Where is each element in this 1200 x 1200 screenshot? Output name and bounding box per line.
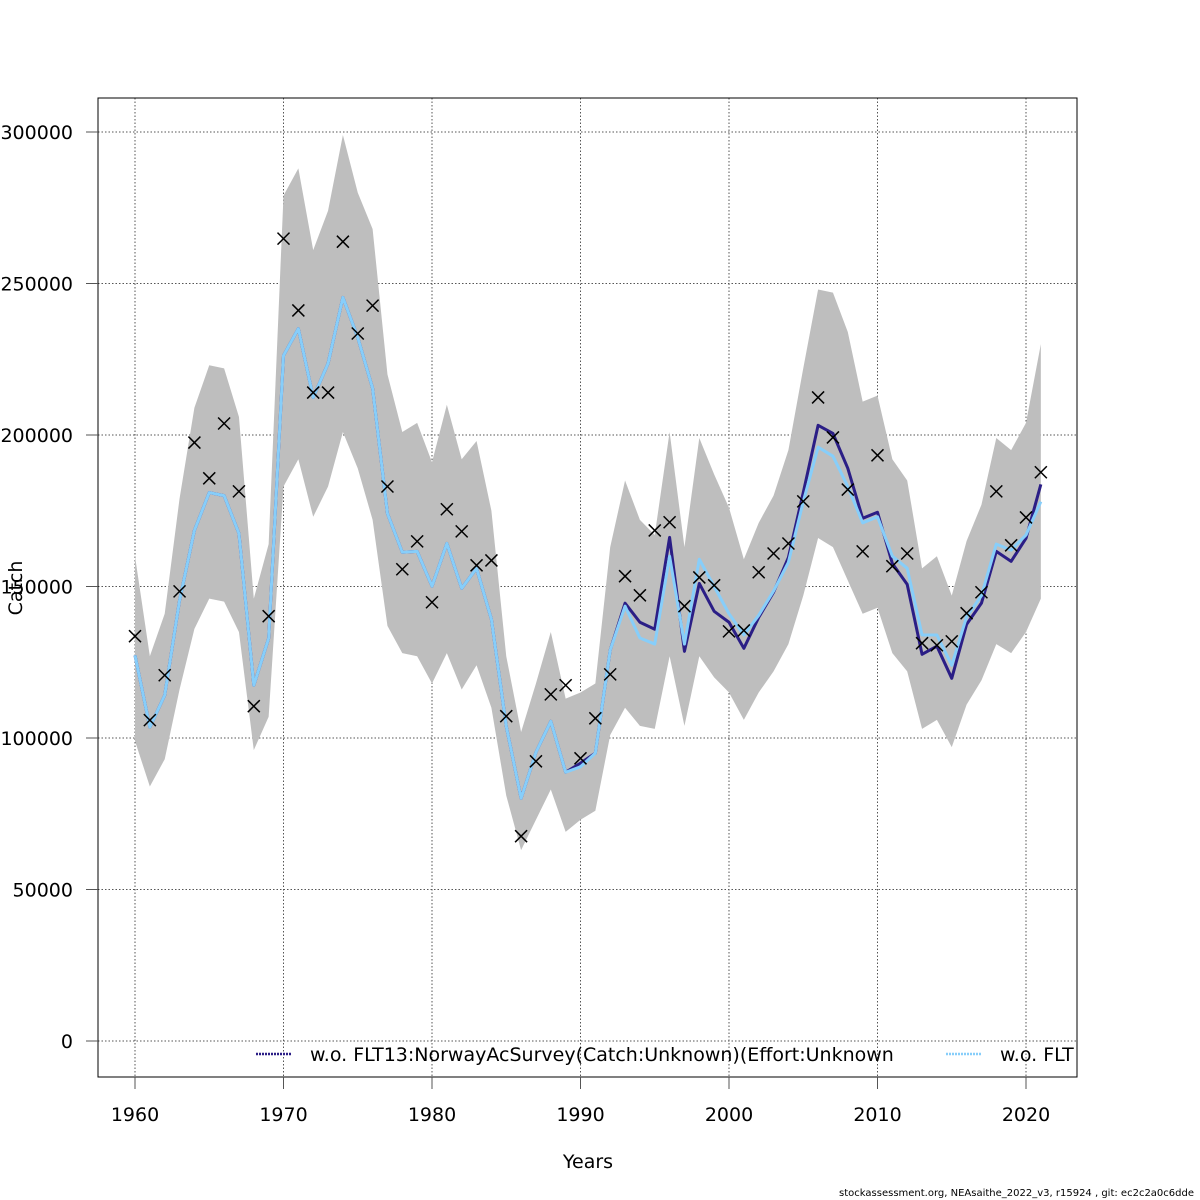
observed-point — [588, 711, 602, 725]
observed-point — [781, 536, 795, 551]
observed-point — [633, 588, 647, 602]
observed-point — [306, 386, 320, 400]
observed-point — [737, 623, 751, 637]
observed-point — [514, 829, 528, 843]
observed-point — [158, 668, 172, 682]
observed-point — [336, 235, 350, 249]
observed-point — [618, 569, 632, 583]
footer-credit: stockassessment.org, NEAsaithe_2022_v3, … — [839, 1188, 1194, 1199]
observed-point — [826, 430, 840, 444]
x-tick-label: 2000 — [705, 1104, 753, 1126]
y-axis-title: Catch — [5, 561, 27, 616]
observed-point — [276, 232, 291, 246]
observed-point — [870, 448, 885, 462]
observed-point — [974, 585, 988, 599]
observed-point — [752, 565, 766, 579]
y-tick-label: 100000 — [0, 728, 73, 750]
observed-point — [915, 636, 929, 650]
observed-point — [143, 713, 157, 727]
observed-point — [707, 578, 721, 592]
observed-point — [529, 754, 543, 768]
observed-point — [856, 544, 870, 558]
observed-point — [232, 484, 246, 498]
observed-point — [885, 559, 899, 573]
observed-point — [1034, 465, 1048, 479]
y-tick-label: 0 — [61, 1031, 73, 1053]
observed-point — [930, 638, 944, 652]
observed-point — [366, 299, 380, 313]
observed-point — [692, 570, 706, 584]
legend-label-1: w.o. FLT — [1000, 1044, 1074, 1066]
observed-point — [173, 584, 187, 598]
observed-point — [900, 546, 914, 561]
observed-point — [677, 599, 691, 613]
observed-point — [321, 386, 335, 400]
legend: w.o. FLT13:NorwayAcSurvey(Catch:Unknown)… — [256, 1044, 1074, 1066]
observed-point — [796, 494, 810, 508]
plot-frame — [97, 97, 1078, 1078]
observed-point — [262, 609, 276, 623]
observed-point — [351, 326, 365, 341]
observed-point — [202, 471, 216, 485]
observed-point — [484, 553, 498, 567]
observed-point — [291, 303, 305, 317]
observed-point — [217, 416, 231, 431]
observed-point — [1019, 510, 1033, 524]
series-line-1 — [133, 295, 1043, 800]
observed-point — [989, 484, 1003, 498]
x-axis: 1960 1970 1980 1990 2000 2010 2020 — [111, 1077, 1050, 1126]
observed-point — [603, 667, 617, 681]
y-tick-label: 50000 — [13, 880, 73, 902]
y-tick-label: 300000 — [0, 122, 73, 144]
observed-point — [128, 629, 142, 643]
observed-point — [811, 390, 825, 404]
observed-point — [395, 562, 409, 576]
observed-point — [573, 751, 588, 765]
observed-point — [455, 524, 469, 538]
x-tick-label: 1960 — [111, 1104, 159, 1126]
observed-point — [663, 515, 677, 529]
observed-point — [499, 709, 513, 723]
observed-point — [1004, 538, 1018, 552]
observed-point — [767, 546, 781, 561]
observed-point — [544, 687, 558, 701]
y-tick-label: 150000 — [0, 577, 73, 599]
observed-point — [648, 523, 662, 537]
confidence-band — [135, 135, 1041, 851]
y-tick-label: 250000 — [0, 274, 73, 296]
grid — [98, 98, 1077, 1077]
observed-markers — [128, 232, 1048, 843]
observed-point — [380, 479, 394, 494]
observed-point — [960, 606, 974, 620]
series-lines — [133, 295, 1043, 800]
legend-label-0: w.o. FLT13:NorwayAcSurvey(Catch:Unknown)… — [310, 1044, 894, 1066]
observed-point — [440, 502, 454, 516]
x-axis-title: Years — [562, 1151, 613, 1173]
observed-point — [470, 558, 484, 572]
observed-point — [247, 699, 261, 713]
observed-point — [841, 483, 855, 497]
x-tick-label: 1970 — [259, 1104, 307, 1126]
observed-point — [187, 436, 201, 450]
x-tick-label: 2020 — [1002, 1104, 1050, 1126]
y-axis: 0 50000 100000 150000 200000 250000 300000 — [0, 122, 98, 1053]
observed-point — [410, 534, 424, 548]
x-tick-label: 1990 — [556, 1104, 604, 1126]
x-tick-label: 1980 — [408, 1104, 456, 1126]
observed-point — [945, 634, 959, 648]
observed-point — [559, 678, 573, 692]
observed-point — [722, 624, 736, 638]
observed-point — [425, 595, 439, 609]
y-tick-label: 200000 — [0, 425, 73, 447]
x-tick-label: 2010 — [853, 1104, 901, 1126]
